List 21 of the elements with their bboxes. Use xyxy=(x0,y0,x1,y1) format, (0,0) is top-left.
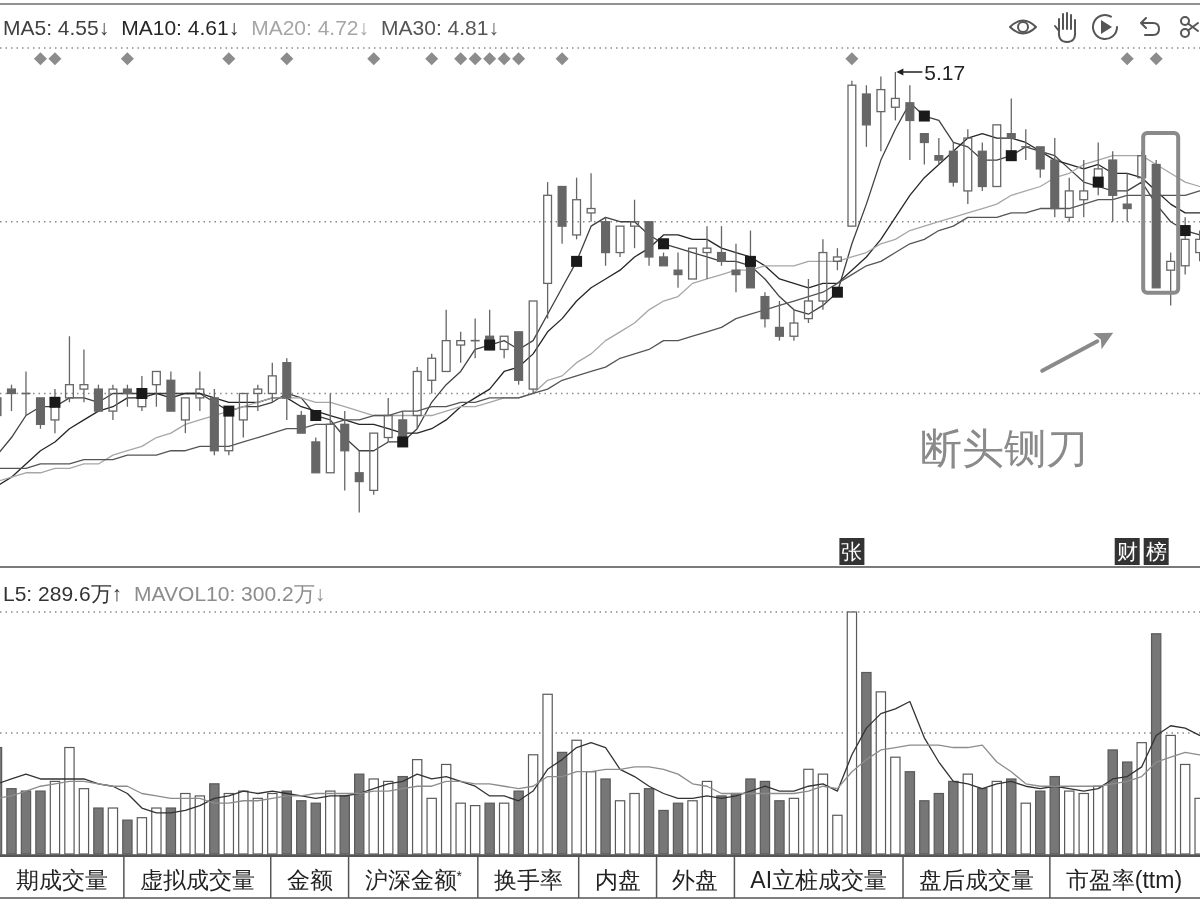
text: 外盘 xyxy=(672,867,719,893)
text: MAVOL10: 300.2万↓ xyxy=(134,582,326,605)
text: AI立桩成交量 xyxy=(750,867,888,893)
text: 沪深金额$^{*}$ xyxy=(364,867,463,893)
text: MA5: 4.55↓ xyxy=(3,16,110,39)
x-tick-label: 张 xyxy=(841,540,863,563)
text: 虚拟成交量 xyxy=(139,867,255,893)
text: 期成交量 xyxy=(15,867,108,893)
x-tick-label: 榜 xyxy=(1145,540,1167,563)
text: 盘后成交量 xyxy=(918,867,1034,893)
text: MA20: 4.72↓ xyxy=(251,16,370,39)
text: 内盘 xyxy=(594,867,641,893)
annotation: 断头铡刀 xyxy=(920,424,1089,472)
text: L5: 289.6万↑ xyxy=(3,582,123,605)
annotation: 5.17 xyxy=(924,61,966,84)
x-tick-label: 财 xyxy=(1116,540,1138,563)
text: 金额 xyxy=(286,867,333,893)
text: 换手率 xyxy=(493,867,563,893)
text: MA30: 4.81↓ xyxy=(381,16,499,39)
text: 市盈率(ttm) xyxy=(1065,867,1183,893)
text: MA10: 4.61↓ xyxy=(121,16,240,39)
